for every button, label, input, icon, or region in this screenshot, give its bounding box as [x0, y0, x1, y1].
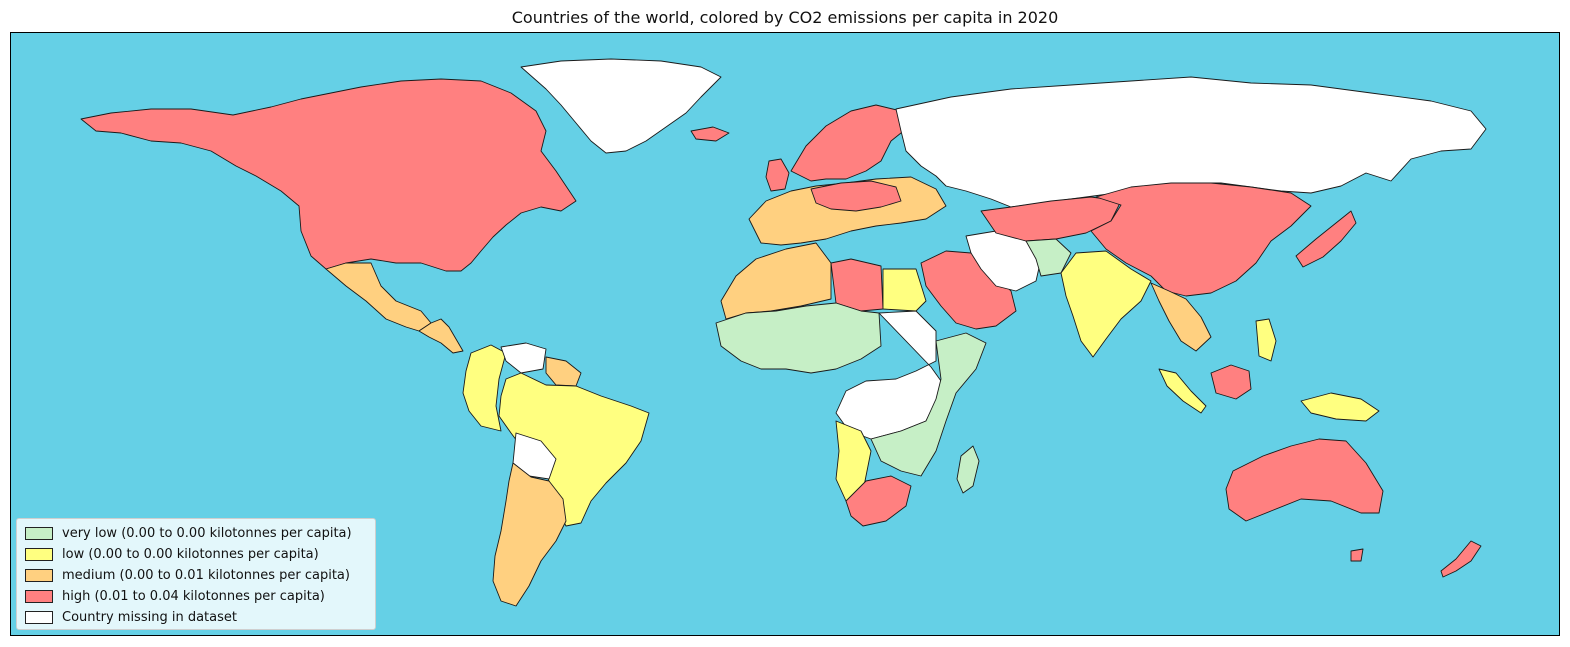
region-central-europe [810, 180, 902, 212]
legend-label: high (0.01 to 0.04 kilotonnes per capita… [62, 589, 325, 604]
region-uk [765, 158, 790, 192]
region-borneo [1210, 364, 1252, 400]
legend-label: very low (0.00 to 0.00 kilotonnes per ca… [62, 526, 352, 541]
map-legend: very low (0.00 to 0.00 kilotonnes per ca… [16, 518, 376, 630]
legend-label: low (0.00 to 0.00 kilotonnes per capita) [62, 547, 319, 562]
region-japan [1295, 210, 1357, 268]
region-india [1060, 250, 1152, 358]
legend-swatch [25, 611, 53, 624]
region-greenland [520, 58, 722, 154]
legend-swatch [25, 569, 53, 582]
region-venezuela-guyana [500, 342, 547, 374]
region-tasmania [1350, 548, 1364, 562]
legend-item-medium: medium (0.00 to 0.01 kilotonnes per capi… [25, 565, 367, 586]
region-new-zealand [1440, 540, 1482, 578]
region-russia [895, 76, 1487, 208]
legend-item-missing: Country missing in dataset [25, 607, 367, 628]
region-indonesia-east [1300, 392, 1380, 422]
legend-swatch [25, 548, 53, 561]
region-central-america [418, 318, 464, 354]
region-china [1090, 182, 1312, 297]
map-title: Countries of the world, colored by CO2 e… [511, 8, 1059, 27]
region-australia [1225, 438, 1384, 522]
region-brazil [498, 372, 650, 527]
region-philippines [1255, 318, 1277, 362]
region-sahel [715, 302, 882, 374]
region-indonesia-west [1158, 368, 1207, 414]
region-southeast-asia [1150, 282, 1212, 352]
region-middle-east [920, 250, 1017, 330]
region-south-america-north [462, 344, 507, 432]
region-argentina-chile [492, 462, 567, 607]
region-east-africa [870, 332, 987, 477]
legend-item-low: low (0.00 to 0.00 kilotonnes per capita) [25, 544, 367, 565]
region-southern-africa [845, 475, 912, 527]
legend-label: Country missing in dataset [62, 610, 237, 625]
legend-item-very-low: very low (0.00 to 0.00 kilotonnes per ca… [25, 523, 367, 544]
legend-label: medium (0.00 to 0.01 kilotonnes per capi… [62, 568, 350, 583]
legend-swatch [25, 590, 53, 603]
region-iceland [690, 126, 730, 142]
region-egypt [882, 268, 927, 312]
region-libya [830, 258, 884, 312]
region-madagascar [956, 445, 980, 494]
legend-swatch [25, 527, 53, 540]
region-canada-usa [80, 78, 577, 272]
region-scandinavia [790, 104, 907, 182]
legend-item-high: high (0.01 to 0.04 kilotonnes per capita… [25, 586, 367, 607]
